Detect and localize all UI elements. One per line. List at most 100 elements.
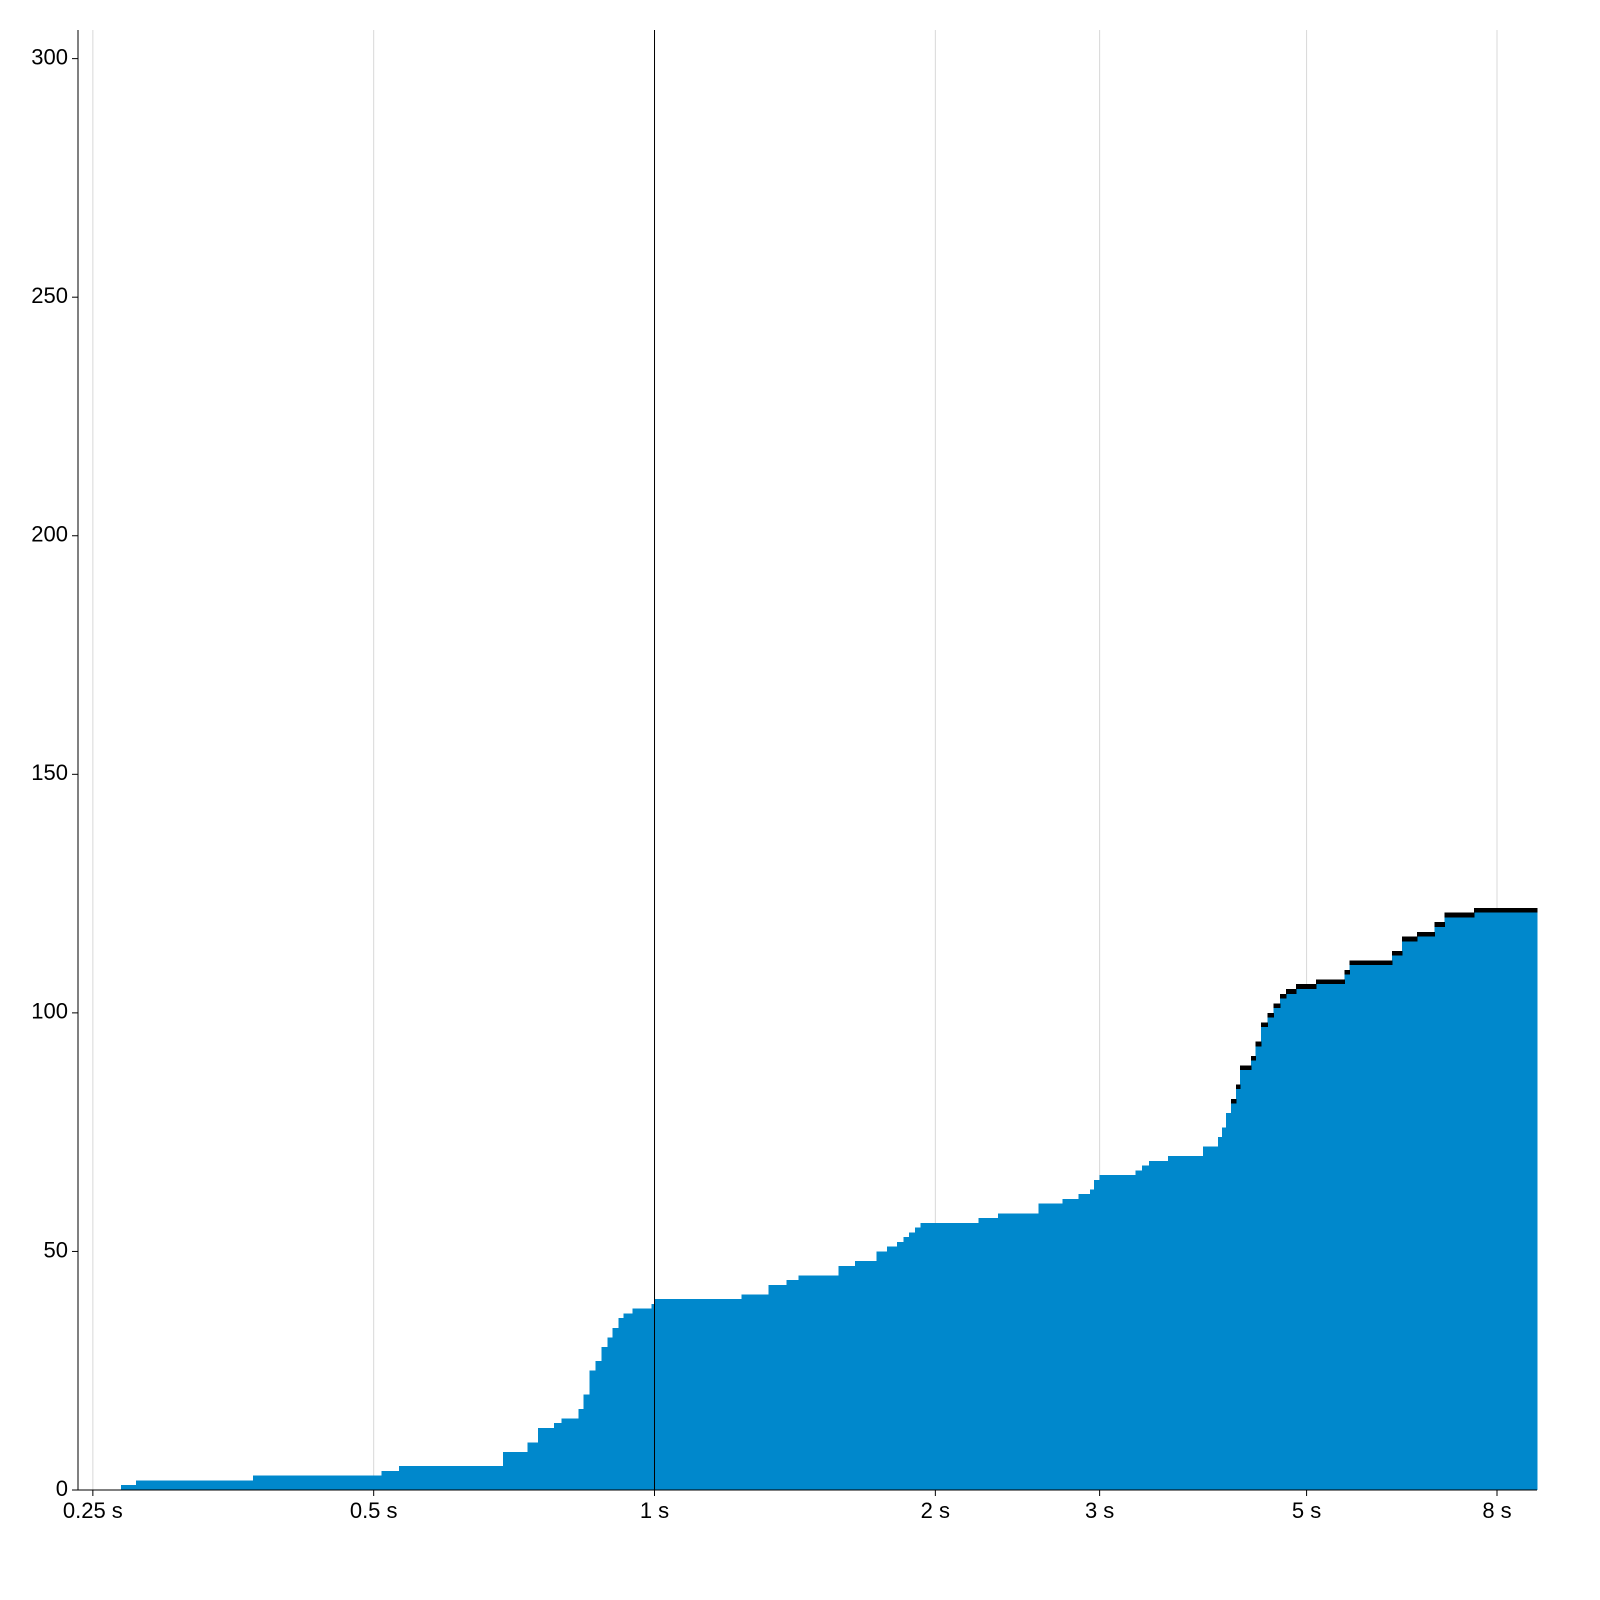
x-tick-label: 0.25 s <box>63 1498 123 1523</box>
step-segment <box>798 1275 840 1490</box>
step-segment <box>1231 1103 1237 1490</box>
step-segment <box>1349 965 1393 1490</box>
step-segment <box>998 1213 1039 1490</box>
step-segment <box>1141 1165 1150 1490</box>
step-segment <box>1235 1084 1241 1090</box>
step-segment <box>855 1260 877 1490</box>
step-segment <box>1344 974 1351 1490</box>
step-segment <box>1062 1198 1079 1490</box>
step-segment <box>978 1218 999 1490</box>
step-segment <box>1038 1203 1063 1490</box>
step-segment <box>1261 1022 1268 1028</box>
step-segment <box>897 1241 904 1490</box>
step-segment <box>1285 993 1297 1490</box>
step-segment <box>1391 955 1403 1490</box>
step-segment <box>1168 1156 1204 1490</box>
step-segment <box>601 1346 608 1490</box>
plot-area <box>121 907 1538 1490</box>
step-segment <box>1474 907 1538 913</box>
x-tick-label: 2 s <box>921 1498 950 1523</box>
step-segment <box>607 1337 614 1490</box>
x-tick-label: 5 s <box>1292 1498 1321 1523</box>
step-segment <box>909 1232 916 1490</box>
step-segment <box>920 1222 979 1490</box>
step-segment <box>1251 1055 1257 1061</box>
step-segment <box>1235 1089 1241 1490</box>
step-segment <box>1402 941 1418 1490</box>
step-segment <box>1094 1179 1101 1490</box>
step-segment <box>1267 1017 1275 1490</box>
step-segment <box>1203 1146 1219 1490</box>
step-segment <box>654 1299 742 1490</box>
step-segment <box>1444 917 1475 1490</box>
step-segment <box>561 1418 580 1490</box>
x-tick-label: 3 s <box>1085 1498 1114 1523</box>
step-segment <box>1316 979 1345 985</box>
step-segment <box>1239 1065 1252 1071</box>
step-segment <box>612 1327 620 1490</box>
x-tick-label: 1 s <box>640 1498 669 1523</box>
step-segment <box>1226 1113 1232 1490</box>
step-segment <box>915 1227 921 1490</box>
step-segment <box>1273 1003 1281 1009</box>
step-segment <box>741 1294 770 1490</box>
step-segment <box>876 1251 888 1490</box>
step-segment <box>1090 1189 1095 1490</box>
step-segment <box>1474 912 1538 1490</box>
y-tick-label: 300 <box>31 44 68 69</box>
step-segment <box>903 1237 910 1490</box>
step-segment <box>537 1427 555 1490</box>
step-segment <box>1239 1070 1252 1490</box>
axes: 0.25 s 0.5 s 1 s 2 s 3 s 5 s 8 s 0 50 100 150 200 25… <box>31 30 1537 1523</box>
step-segment <box>1434 922 1446 927</box>
step-segment <box>1444 912 1475 918</box>
step-segment <box>589 1370 596 1490</box>
step-segment <box>1078 1194 1091 1490</box>
step-segment <box>887 1246 898 1490</box>
step-segment <box>381 1470 400 1490</box>
step-segment <box>1267 1012 1275 1018</box>
step-segment <box>1218 1136 1223 1490</box>
y-tick-label: 150 <box>31 760 68 785</box>
step-segment <box>121 1485 137 1490</box>
step-segment <box>1255 1041 1262 1047</box>
step-segment <box>618 1318 624 1490</box>
x-tick-label: 8 s <box>1482 1498 1511 1523</box>
x-tick-label: 0.5 s <box>350 1498 398 1523</box>
step-segment <box>595 1361 602 1490</box>
step-segment <box>1279 993 1287 999</box>
y-tick-label: 100 <box>31 999 68 1024</box>
step-segment <box>553 1423 563 1490</box>
step-segment <box>1251 1060 1257 1490</box>
step-segment <box>1417 931 1436 937</box>
step-segment <box>1316 984 1345 1490</box>
y-tick-label: 250 <box>31 283 68 308</box>
step-segment <box>1295 989 1317 1490</box>
step-segment <box>583 1394 591 1490</box>
step-segment <box>1149 1160 1169 1490</box>
step-segment <box>135 1480 254 1490</box>
step-segment <box>578 1408 584 1490</box>
step-segment <box>632 1308 653 1490</box>
step-segment <box>1099 1175 1136 1490</box>
step-segment <box>1417 936 1436 1490</box>
y-tick-label: 50 <box>44 1237 68 1262</box>
step-segment <box>1349 960 1393 966</box>
step-segment <box>838 1265 856 1490</box>
step-segment <box>786 1280 800 1490</box>
step-segment <box>651 1303 656 1490</box>
step-segment <box>1222 1127 1227 1490</box>
step-segment <box>1391 950 1403 956</box>
step-segment <box>1273 1008 1281 1490</box>
step-segment <box>252 1475 383 1490</box>
step-segment <box>1402 936 1418 942</box>
step-segment <box>503 1451 529 1490</box>
step-segment <box>1344 969 1351 975</box>
step-segment <box>1279 998 1287 1490</box>
step-segment <box>768 1284 787 1490</box>
step-segment <box>1255 1046 1262 1490</box>
step-segment <box>623 1313 633 1490</box>
step-segment <box>1295 984 1317 990</box>
